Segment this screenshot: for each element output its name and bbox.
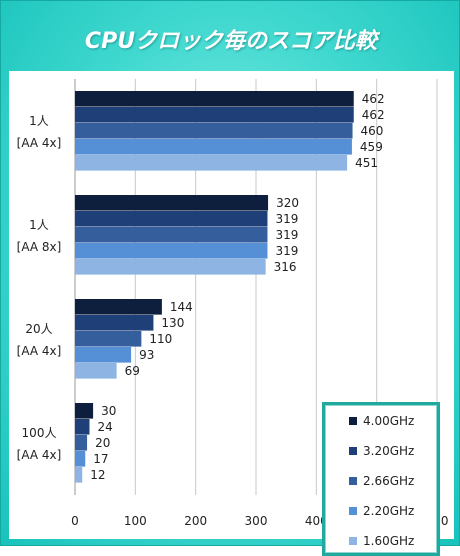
bar-1-60ghz <box>75 259 266 275</box>
data-label: 320 <box>276 196 299 210</box>
bar-1-60ghz <box>75 363 117 379</box>
data-label: 462 <box>362 108 385 122</box>
bar-4-00ghz <box>75 403 94 419</box>
category-label: [AA 4x] <box>17 448 62 462</box>
bar-3-20ghz <box>75 211 268 227</box>
data-label: 130 <box>161 316 184 330</box>
bar-2-66ghz <box>75 435 88 451</box>
data-label: 30 <box>101 404 116 418</box>
legend-item: 4.00GHz <box>349 414 414 428</box>
chart-plot-area: 01002003004005006004624624604594511人[AA … <box>9 71 454 556</box>
bar-chart: 01002003004005006004624624604594511人[AA … <box>17 79 448 528</box>
data-label: 316 <box>274 260 297 274</box>
data-label: 93 <box>139 348 154 362</box>
data-label: 319 <box>275 212 298 226</box>
data-label: 110 <box>149 332 172 346</box>
data-label: 24 <box>97 420 112 434</box>
chart-legend: 4.00GHz 3.20GHz 2.66GHz 2.20GHz 1.60GHz <box>322 402 440 556</box>
bar-1-60ghz <box>75 467 83 483</box>
data-label: 319 <box>275 228 298 242</box>
legend-swatch <box>349 537 357 545</box>
legend-swatch <box>349 477 357 485</box>
x-tick-label: 200 <box>184 514 207 528</box>
data-label: 69 <box>125 364 140 378</box>
x-tick-label: 0 <box>71 514 79 528</box>
data-label: 319 <box>275 244 298 258</box>
legend-label: 3.20GHz <box>363 444 415 458</box>
category-label: [AA 4x] <box>17 344 62 358</box>
legend-swatch <box>349 417 357 425</box>
category-label: [AA 8x] <box>17 240 62 254</box>
legend-label: 2.66GHz <box>363 474 415 488</box>
bar-4-00ghz <box>75 195 269 211</box>
legend-item: 2.20GHz <box>349 504 414 518</box>
data-label: 451 <box>355 156 378 170</box>
data-label: 17 <box>93 452 108 466</box>
bar-2-20ghz <box>75 139 352 155</box>
bar-3-20ghz <box>75 419 90 435</box>
legend-item: 2.66GHz <box>349 474 414 488</box>
legend-item: 3.20GHz <box>349 444 414 458</box>
data-label: 462 <box>362 92 385 106</box>
category-label: 20人 <box>25 322 52 336</box>
category-label: 1人 <box>29 114 49 128</box>
category-label: [AA 4x] <box>17 136 62 150</box>
chart-title: CPUクロック毎のスコア比較 <box>84 29 378 54</box>
data-label: 144 <box>170 300 193 314</box>
category-label: 100人 <box>22 426 57 440</box>
bar-2-66ghz <box>75 331 142 347</box>
legend-label: 4.00GHz <box>363 414 415 428</box>
bar-2-66ghz <box>75 123 353 139</box>
bar-3-20ghz <box>75 107 354 123</box>
data-label: 459 <box>360 140 383 154</box>
legend-label: 1.60GHz <box>363 534 415 548</box>
bar-3-20ghz <box>75 315 154 331</box>
x-tick-label: 100 <box>124 514 147 528</box>
bar-2-20ghz <box>75 451 86 467</box>
legend-label: 2.20GHz <box>363 504 415 518</box>
bar-4-00ghz <box>75 91 354 107</box>
bar-2-20ghz <box>75 347 132 363</box>
legend-item: 1.60GHz <box>349 534 414 548</box>
legend-swatch <box>349 447 357 455</box>
legend-swatch <box>349 507 357 515</box>
data-label: 12 <box>90 468 105 482</box>
bar-2-20ghz <box>75 243 268 259</box>
category-label: 1人 <box>29 218 49 232</box>
data-label: 460 <box>361 124 384 138</box>
bar-2-66ghz <box>75 227 268 243</box>
x-tick-label: 300 <box>245 514 268 528</box>
bar-4-00ghz <box>75 299 162 315</box>
bar-1-60ghz <box>75 155 348 171</box>
data-label: 20 <box>95 436 110 450</box>
